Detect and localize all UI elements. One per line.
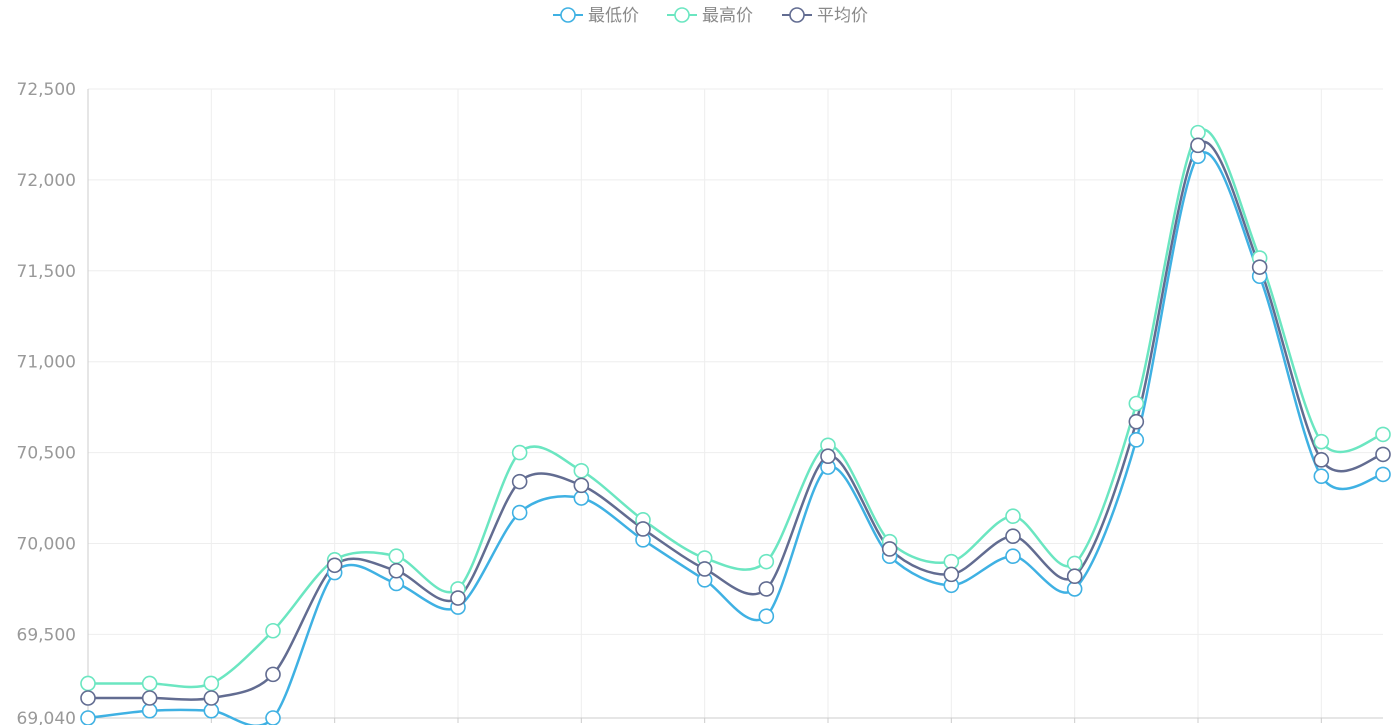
legend[interactable]: 最低价 最高价 平均价 bbox=[553, 6, 868, 26]
data-point-series-3[interactable] bbox=[943, 566, 960, 583]
series-points[interactable] bbox=[80, 124, 1391, 725]
data-point-series-2[interactable] bbox=[265, 622, 281, 639]
data-point-series-2[interactable] bbox=[1375, 426, 1391, 443]
data-point-series-2[interactable] bbox=[1005, 508, 1021, 525]
data-point-series-3[interactable] bbox=[1251, 259, 1268, 275]
data-point-series-2[interactable] bbox=[388, 548, 405, 565]
data-point-series-3[interactable] bbox=[141, 690, 158, 706]
data-point-series-3[interactable] bbox=[881, 541, 898, 557]
data-point-series-2[interactable] bbox=[80, 675, 96, 692]
data-point-series-2[interactable] bbox=[511, 444, 528, 461]
legend-item-1[interactable]: 最低价 bbox=[553, 6, 639, 26]
y-tick-label: 72,500 bbox=[17, 80, 76, 100]
data-point-series-1[interactable] bbox=[80, 710, 96, 725]
y-tick-label: 69,500 bbox=[17, 625, 76, 645]
data-point-series-1[interactable] bbox=[758, 608, 775, 624]
legend-label: 平均价 bbox=[817, 6, 868, 26]
data-point-series-2[interactable] bbox=[203, 675, 220, 692]
data-point-series-3[interactable] bbox=[573, 477, 590, 494]
legend-label: 最高价 bbox=[702, 6, 753, 26]
data-point-series-2[interactable] bbox=[1128, 395, 1145, 412]
legend-marker-icon bbox=[674, 7, 690, 23]
grid-lines bbox=[88, 88, 1383, 718]
y-axis-tick-labels: 69,040 69,500 70,000 70,500 71,000 71,500 72,0… bbox=[17, 80, 76, 725]
data-point-series-2[interactable] bbox=[1313, 433, 1330, 450]
series-line-1 bbox=[87, 151, 1384, 725]
data-point-series-2[interactable] bbox=[573, 462, 590, 479]
data-point-series-1[interactable] bbox=[1005, 548, 1021, 565]
data-point-series-3[interactable] bbox=[203, 690, 220, 706]
data-point-series-3[interactable] bbox=[450, 590, 466, 606]
data-point-series-3[interactable] bbox=[1066, 568, 1083, 585]
legend-marker-icon bbox=[789, 7, 805, 23]
data-point-series-3[interactable] bbox=[80, 690, 96, 706]
data-point-series-2[interactable] bbox=[1190, 124, 1206, 141]
y-tick-label: 72,000 bbox=[17, 171, 76, 191]
data-point-series-1[interactable] bbox=[203, 702, 220, 719]
data-point-series-3[interactable] bbox=[1375, 446, 1391, 463]
data-point-series-2[interactable] bbox=[758, 553, 775, 570]
data-point-series-3[interactable] bbox=[1005, 528, 1021, 545]
series-line-3 bbox=[87, 140, 1384, 701]
data-point-series-3[interactable] bbox=[820, 448, 836, 465]
y-tick-label: 71,500 bbox=[17, 262, 76, 282]
data-point-series-3[interactable] bbox=[1128, 413, 1145, 430]
y-tick-label: 69,040 bbox=[17, 709, 76, 725]
data-point-series-3[interactable] bbox=[635, 521, 651, 537]
data-point-series-1[interactable] bbox=[388, 575, 405, 592]
data-point-series-3[interactable] bbox=[1313, 452, 1330, 468]
data-point-series-3[interactable] bbox=[758, 581, 775, 597]
data-point-series-1[interactable] bbox=[1128, 432, 1145, 448]
data-point-series-3[interactable] bbox=[1190, 137, 1206, 154]
data-point-series-1[interactable] bbox=[141, 702, 158, 719]
data-point-series-1[interactable] bbox=[265, 710, 281, 725]
legend-label: 最低价 bbox=[588, 6, 639, 26]
series-line-2 bbox=[88, 128, 1384, 689]
legend-marker-icon bbox=[560, 7, 576, 23]
data-point-series-1[interactable] bbox=[573, 490, 590, 506]
legend-item-2[interactable]: 最高价 bbox=[667, 6, 753, 26]
y-tick-label: 70,000 bbox=[17, 534, 76, 554]
data-point-series-1[interactable] bbox=[511, 504, 528, 521]
data-point-series-2[interactable] bbox=[1066, 555, 1083, 572]
data-point-series-3[interactable] bbox=[388, 562, 405, 579]
data-point-series-3[interactable] bbox=[326, 557, 343, 574]
data-point-series-2[interactable] bbox=[943, 553, 960, 570]
legend-item-3[interactable]: 平均价 bbox=[782, 6, 868, 26]
data-point-series-2[interactable] bbox=[141, 675, 158, 692]
data-point-series-1[interactable] bbox=[1375, 466, 1391, 483]
data-point-series-3[interactable] bbox=[511, 473, 528, 490]
data-point-series-1[interactable] bbox=[1066, 581, 1083, 597]
data-point-series-1[interactable] bbox=[1313, 468, 1330, 485]
y-tick-label: 70,500 bbox=[17, 444, 76, 464]
series-lines bbox=[87, 128, 1384, 725]
data-point-series-3[interactable] bbox=[265, 666, 281, 683]
y-tick-label: 71,000 bbox=[17, 353, 76, 373]
data-point-series-3[interactable] bbox=[696, 561, 713, 577]
